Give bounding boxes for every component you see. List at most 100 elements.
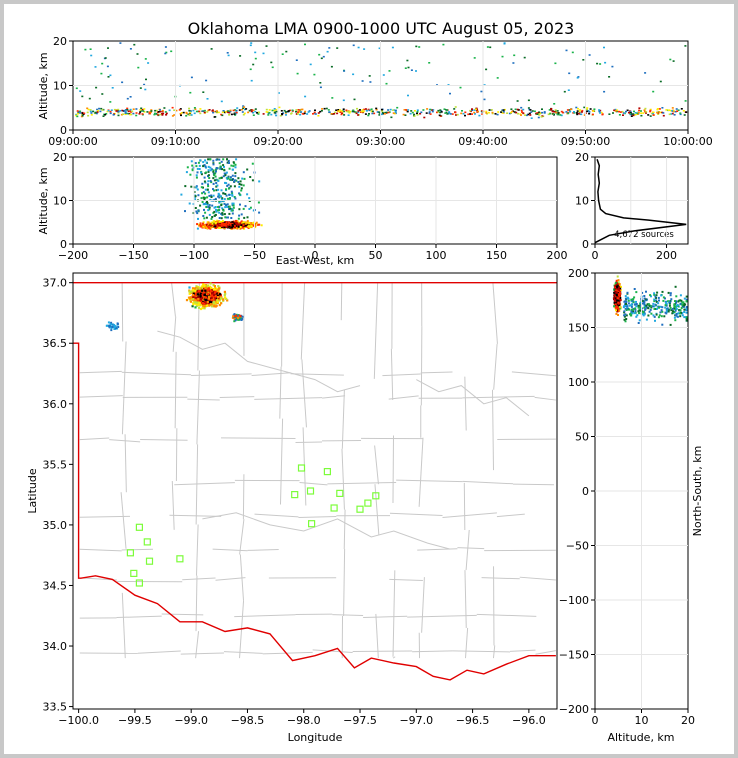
source-point xyxy=(231,209,234,212)
source-point xyxy=(570,108,573,111)
source-point xyxy=(345,109,348,112)
source-point xyxy=(663,315,666,318)
source-point xyxy=(660,294,663,297)
source-point xyxy=(106,110,109,113)
source-point xyxy=(224,174,227,177)
source-point xyxy=(111,87,114,89)
source-point xyxy=(192,303,195,306)
source-point xyxy=(475,107,478,110)
altitude-time-x-tick-label: 09:20:00 xyxy=(253,135,302,148)
source-point xyxy=(524,114,527,116)
source-point xyxy=(676,315,679,318)
source-point xyxy=(623,314,626,317)
source-point xyxy=(238,183,241,185)
county-line xyxy=(476,613,537,617)
source-point xyxy=(220,217,223,220)
county-line xyxy=(341,389,345,449)
source-point xyxy=(615,294,618,297)
source-point xyxy=(202,186,204,189)
source-point xyxy=(407,94,409,97)
source-point xyxy=(236,224,239,226)
source-point xyxy=(238,214,241,217)
source-point xyxy=(685,319,688,322)
source-point xyxy=(381,111,384,114)
station-marker xyxy=(306,487,315,495)
source-point xyxy=(394,112,397,115)
source-point xyxy=(642,310,645,313)
source-point xyxy=(234,179,237,182)
source-point xyxy=(156,113,159,116)
source-point xyxy=(207,165,210,168)
source-point xyxy=(254,226,257,229)
source-point xyxy=(213,285,216,288)
source-point xyxy=(79,90,82,92)
source-point xyxy=(347,111,350,113)
source-point xyxy=(661,306,664,309)
source-point xyxy=(618,298,621,301)
source-point xyxy=(143,111,146,113)
source-point xyxy=(622,114,624,116)
source-point xyxy=(514,108,517,111)
source-point xyxy=(155,113,158,115)
source-point xyxy=(671,307,674,310)
source-point xyxy=(220,195,222,198)
source-point xyxy=(473,109,476,111)
source-point xyxy=(235,314,238,317)
source-point xyxy=(302,113,305,115)
source-point xyxy=(258,223,261,226)
source-point xyxy=(618,110,620,113)
source-point xyxy=(619,297,622,299)
source-point xyxy=(241,221,244,224)
source-point xyxy=(199,307,203,311)
county-line xyxy=(418,437,424,507)
source-point xyxy=(224,111,227,113)
source-point xyxy=(681,314,684,317)
source-point xyxy=(229,185,232,188)
source-point xyxy=(603,90,606,93)
source-point xyxy=(664,304,667,307)
source-point xyxy=(682,301,685,304)
source-point xyxy=(226,158,228,161)
source-point xyxy=(677,305,680,308)
source-point xyxy=(213,179,216,182)
source-point xyxy=(563,90,566,93)
source-point xyxy=(76,110,79,112)
source-point xyxy=(222,158,225,161)
source-point xyxy=(231,174,234,177)
source-point xyxy=(203,164,206,167)
source-point xyxy=(361,80,364,82)
longitude-x-tick-label: −99.5 xyxy=(118,714,152,727)
county-boundaries xyxy=(73,281,557,681)
source-point xyxy=(632,298,635,301)
source-point xyxy=(557,112,560,114)
source-point xyxy=(207,183,209,186)
source-point xyxy=(204,303,207,306)
source-point xyxy=(199,204,202,207)
source-point xyxy=(201,296,204,299)
source-point xyxy=(608,76,611,78)
source-point xyxy=(665,303,668,305)
source-point xyxy=(213,293,216,296)
source-point xyxy=(685,308,688,311)
longitude-x-tick-label: −98.0 xyxy=(287,714,321,727)
source-point xyxy=(637,304,640,307)
source-point xyxy=(681,303,684,306)
source-point xyxy=(201,294,204,297)
source-point xyxy=(668,113,671,116)
source-point xyxy=(198,287,201,290)
source-point xyxy=(81,95,84,98)
source-point xyxy=(208,213,211,216)
station-marker xyxy=(372,492,380,500)
source-point xyxy=(428,112,431,115)
source-point xyxy=(625,314,628,317)
source-point xyxy=(656,307,658,310)
source-point xyxy=(270,61,273,64)
source-point xyxy=(193,298,196,301)
source-point xyxy=(295,113,298,115)
source-point xyxy=(213,116,216,118)
source-point xyxy=(173,109,176,111)
source-point xyxy=(645,111,648,113)
source-point xyxy=(205,206,208,208)
source-point xyxy=(138,113,141,115)
source-point xyxy=(365,110,368,112)
